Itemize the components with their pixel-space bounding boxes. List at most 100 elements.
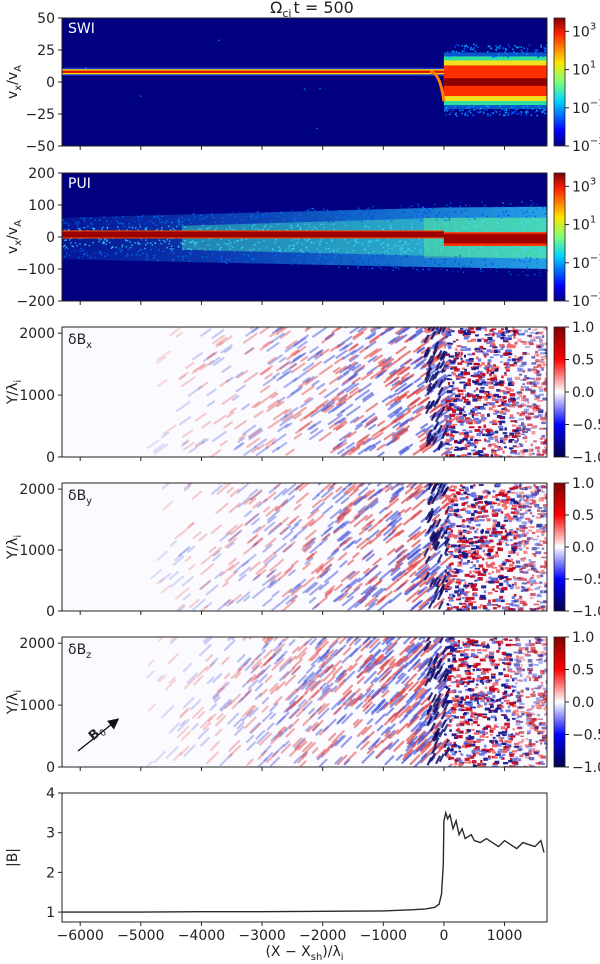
turbulence-feature xyxy=(464,355,466,358)
scatter-dot xyxy=(469,106,471,108)
turbulence-feature xyxy=(481,420,486,422)
scatter-dot xyxy=(238,216,239,217)
turbulence-feature xyxy=(451,544,457,547)
turbulence-feature xyxy=(500,437,503,439)
turbulence-feature xyxy=(547,597,552,599)
scatter-dot xyxy=(430,258,431,259)
turbulence-feature xyxy=(495,590,498,592)
scatter-dot xyxy=(521,252,522,253)
scatter-dot xyxy=(228,255,229,256)
scatter-dot xyxy=(521,112,523,114)
turbulence-feature xyxy=(463,401,466,403)
turbulence-feature xyxy=(454,509,459,512)
scatter-dot xyxy=(539,269,540,270)
scatter-dot xyxy=(496,271,497,272)
turbulence-feature xyxy=(487,378,490,380)
scatter-dot xyxy=(282,213,283,214)
scatter-dot xyxy=(128,223,129,224)
turbulence-feature xyxy=(511,549,516,551)
turbulence-feature xyxy=(451,330,454,332)
scatter-dot xyxy=(189,261,190,262)
turbulence-feature xyxy=(517,412,520,414)
scatter-dot xyxy=(99,219,100,220)
scatter-dot xyxy=(218,244,219,245)
scatter-dot xyxy=(218,40,220,42)
scatter-dot xyxy=(267,229,268,230)
scatter-dot xyxy=(452,271,453,272)
turbulence-feature xyxy=(518,506,524,508)
turbulence-feature xyxy=(510,393,516,396)
scatter-dot xyxy=(543,47,545,49)
scatter-dot xyxy=(371,240,372,241)
scatter-dot xyxy=(64,248,65,249)
scatter-dot xyxy=(373,251,374,252)
turbulence-feature xyxy=(480,414,484,417)
turbulence-feature xyxy=(478,376,482,379)
colorbar-tick-label: 103 xyxy=(572,176,596,195)
turbulence-feature xyxy=(467,560,469,563)
turbulence-feature xyxy=(461,358,463,360)
turbulence-feature xyxy=(450,367,452,369)
turbulence-feature xyxy=(531,589,534,591)
turbulence-feature xyxy=(515,402,519,404)
scatter-dot xyxy=(471,259,472,260)
scatter-dot xyxy=(120,224,121,225)
scatter-dot xyxy=(461,211,462,212)
turbulence-feature xyxy=(541,331,543,334)
turbulence-feature xyxy=(459,603,461,605)
turbulence-feature xyxy=(471,601,477,603)
turbulence-feature xyxy=(456,339,458,341)
turbulence-feature xyxy=(519,569,523,571)
scatter-dot xyxy=(518,206,519,207)
scatter-dot xyxy=(502,227,503,228)
scatter-dot xyxy=(395,246,396,247)
scatter-dot xyxy=(488,46,490,48)
scatter-dot xyxy=(333,257,334,258)
scatter-dot xyxy=(475,50,477,52)
turbulence-feature xyxy=(501,402,503,405)
turbulence-feature xyxy=(462,541,467,544)
scatter-dot xyxy=(444,110,446,112)
turbulence-feature xyxy=(480,379,485,381)
scatter-dot xyxy=(393,209,394,210)
turbulence-feature xyxy=(504,607,508,609)
turbulence-feature xyxy=(445,448,449,450)
turbulence-feature xyxy=(488,600,491,603)
scatter-dot xyxy=(390,226,391,227)
scatter-dot xyxy=(285,261,286,262)
turbulence-feature xyxy=(459,532,462,535)
turbulence-feature xyxy=(461,346,467,349)
scatter-dot xyxy=(189,241,190,242)
scatter-dot xyxy=(113,253,114,254)
scatter-dot xyxy=(153,216,154,217)
scatter-dot xyxy=(497,265,498,266)
scatter-dot xyxy=(361,221,362,222)
scatter-dot xyxy=(64,240,65,241)
scatter-dot xyxy=(374,212,375,213)
scatter-dot xyxy=(75,223,76,224)
wave-feature xyxy=(242,478,248,483)
turbulence-feature xyxy=(467,382,469,384)
scatter-dot xyxy=(446,107,448,109)
turbulence-feature xyxy=(489,534,491,536)
turbulence-feature xyxy=(471,548,476,550)
turbulence-feature xyxy=(504,520,508,522)
scatter-dot xyxy=(439,264,440,265)
scatter-dot xyxy=(244,256,245,257)
turbulence-feature xyxy=(473,594,478,596)
turbulence-feature xyxy=(454,590,459,593)
turbulence-feature xyxy=(497,543,502,545)
wave-feature xyxy=(219,476,228,484)
scatter-dot xyxy=(204,249,205,250)
scatter-dot xyxy=(371,268,372,269)
scatter-dot xyxy=(153,257,154,258)
turbulence-feature xyxy=(536,529,540,532)
scatter-dot xyxy=(502,211,503,212)
turbulence-feature xyxy=(445,554,448,556)
scatter-dot xyxy=(388,244,389,245)
turbulence-feature xyxy=(525,571,529,574)
scatter-dot xyxy=(219,248,220,249)
scatter-dot xyxy=(267,222,268,223)
turbulence-feature xyxy=(490,342,494,345)
scatter-dot xyxy=(364,248,365,249)
